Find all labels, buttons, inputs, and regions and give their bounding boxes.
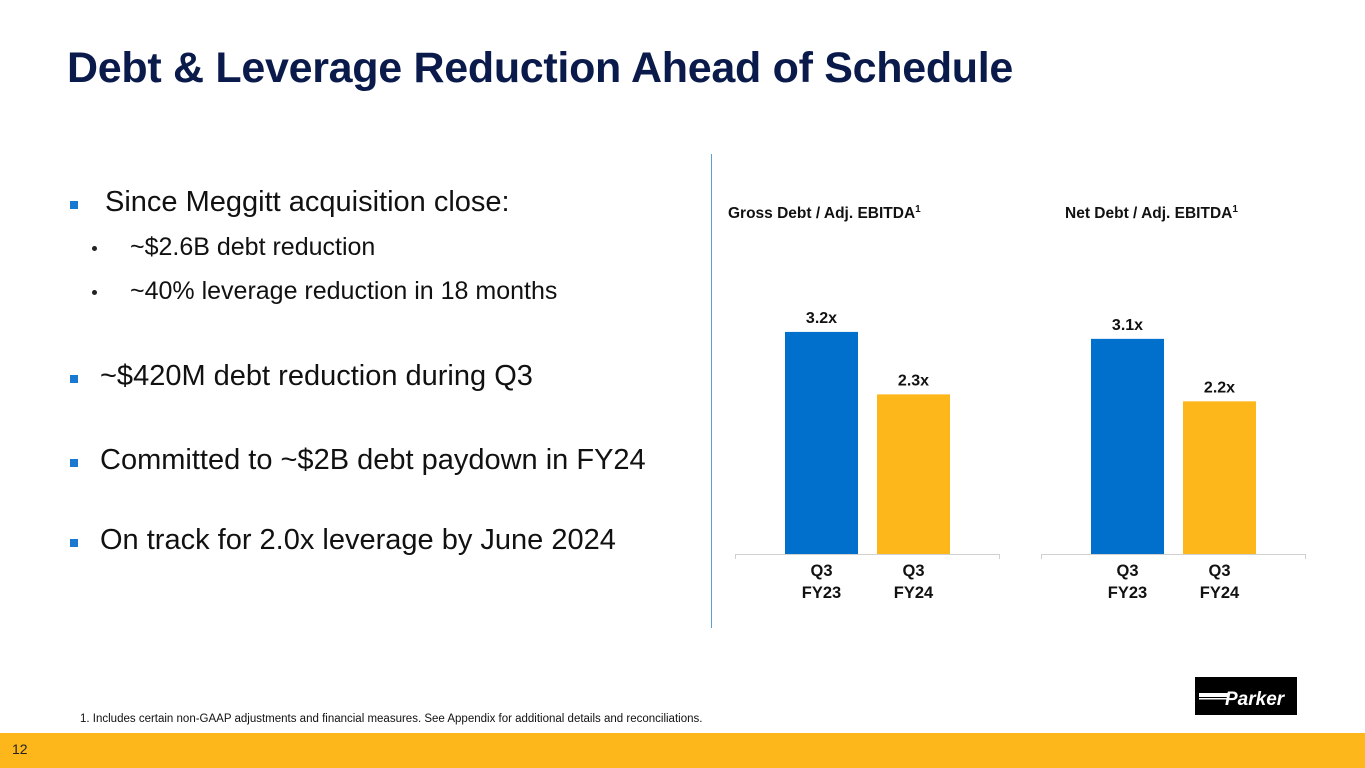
data-label: 2.2x [1204, 379, 1235, 396]
data-label: 3.2x [806, 310, 837, 327]
data-label: 3.1x [1112, 317, 1143, 334]
chart-title-net: Net Debt / Adj. EBITDA1 [1065, 204, 1238, 223]
square-bullet-icon [70, 459, 78, 467]
bullet-text: Since Meggitt acquisition close: [105, 186, 510, 218]
net-debt-chart: 3.1x Q3 FY23 2.2x Q3 FY24 [1041, 317, 1306, 602]
page-number: 12 [12, 741, 28, 757]
slide-title: Debt & Leverage Reduction Ahead of Sched… [67, 44, 1014, 92]
footnote-marker: 1 [915, 204, 921, 215]
bar-q3-fy24 [1183, 401, 1256, 554]
x-tick-label: Q3 [902, 562, 924, 580]
sub-bullet-text: ~$2.6B debt reduction [130, 233, 376, 261]
square-bullet-icon [70, 375, 78, 383]
dot-bullet-icon [92, 246, 97, 251]
chart-title-text: Gross Debt / Adj. EBITDA [728, 205, 916, 223]
bar-q3-fy24 [877, 394, 950, 554]
data-label: 2.3x [898, 372, 929, 389]
sub-bullet-text: ~40% leverage reduction in 18 months [130, 277, 558, 305]
bullet-text: ~$420M debt reduction during Q3 [100, 360, 533, 392]
bar-q3-fy23 [1091, 338, 1164, 554]
x-tick-label: Q3 [1116, 562, 1138, 580]
x-tick-label: Q3 [810, 562, 832, 580]
x-tick-label: Q3 [1208, 562, 1230, 580]
bullet-text: On track for 2.0x leverage by June 2024 [100, 524, 616, 556]
footnote-marker: 1 [1232, 204, 1238, 215]
x-tick-label: FY23 [1108, 584, 1147, 602]
parker-logo-icon: Parker [1199, 689, 1286, 710]
chart-title-text: Net Debt / Adj. EBITDA [1065, 205, 1233, 223]
dot-bullet-icon [92, 290, 97, 295]
bullet-text: Committed to ~$2B debt paydown in FY24 [100, 444, 646, 476]
x-tick-label: FY23 [802, 584, 841, 602]
x-tick-label: FY24 [1200, 584, 1240, 602]
gross-debt-chart: 3.2x Q3 FY23 2.3x Q3 FY24 [735, 310, 1000, 602]
square-bullet-icon [70, 539, 78, 547]
square-bullet-icon [70, 201, 78, 209]
footnote: 1. Includes certain non-GAAP adjustments… [80, 713, 703, 725]
chart-title-gross: Gross Debt / Adj. EBITDA1 [728, 204, 921, 223]
bar-q3-fy23 [785, 331, 858, 554]
logo-text: Parker [1225, 689, 1286, 710]
x-tick-label: FY24 [894, 584, 934, 602]
footer-band [0, 733, 1365, 768]
vertical-divider [711, 154, 712, 628]
parker-logo: Parker [1195, 677, 1297, 715]
